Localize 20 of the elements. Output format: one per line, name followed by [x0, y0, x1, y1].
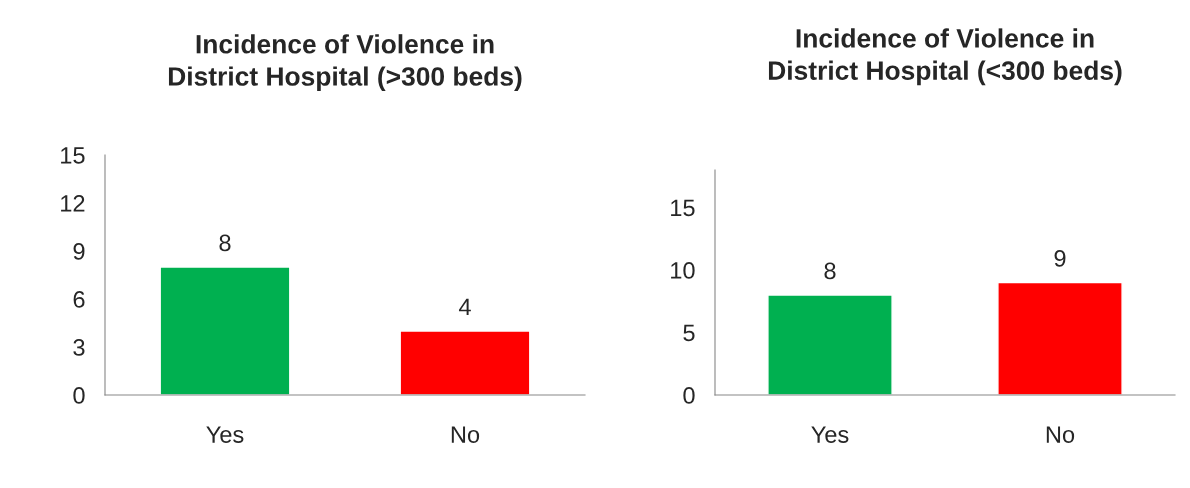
- y-tick-label: 9: [73, 243, 85, 260]
- y-tick-label: 0: [73, 387, 85, 404]
- y-tick-label: 5: [683, 324, 695, 342]
- y-tick-label: 15: [671, 199, 695, 217]
- y-tick-label: 6: [73, 291, 85, 308]
- chart-title: Incidence of Violence in District Hospital (>300 beds): [168, 34, 522, 92]
- x-tick-label: Yes: [206, 426, 244, 443]
- y-tick-label: 3: [73, 339, 85, 356]
- y-tick-label: 12: [61, 195, 85, 212]
- data-label: 9: [1054, 250, 1066, 267]
- chart-title: Incidence of Violence in District Hospital (<300 beds): [768, 28, 1122, 86]
- data-label: 4: [458, 298, 471, 315]
- x-tick-label: No: [451, 426, 480, 443]
- x-tick-label: Yes: [811, 426, 849, 443]
- y-tick-label: 0: [683, 387, 695, 404]
- y-tick-label: 10: [671, 262, 695, 279]
- data-label: 8: [219, 234, 231, 252]
- y-tick-label: 15: [61, 147, 85, 164]
- data-label: 8: [824, 262, 836, 280]
- x-tick-label: No: [1046, 426, 1075, 443]
